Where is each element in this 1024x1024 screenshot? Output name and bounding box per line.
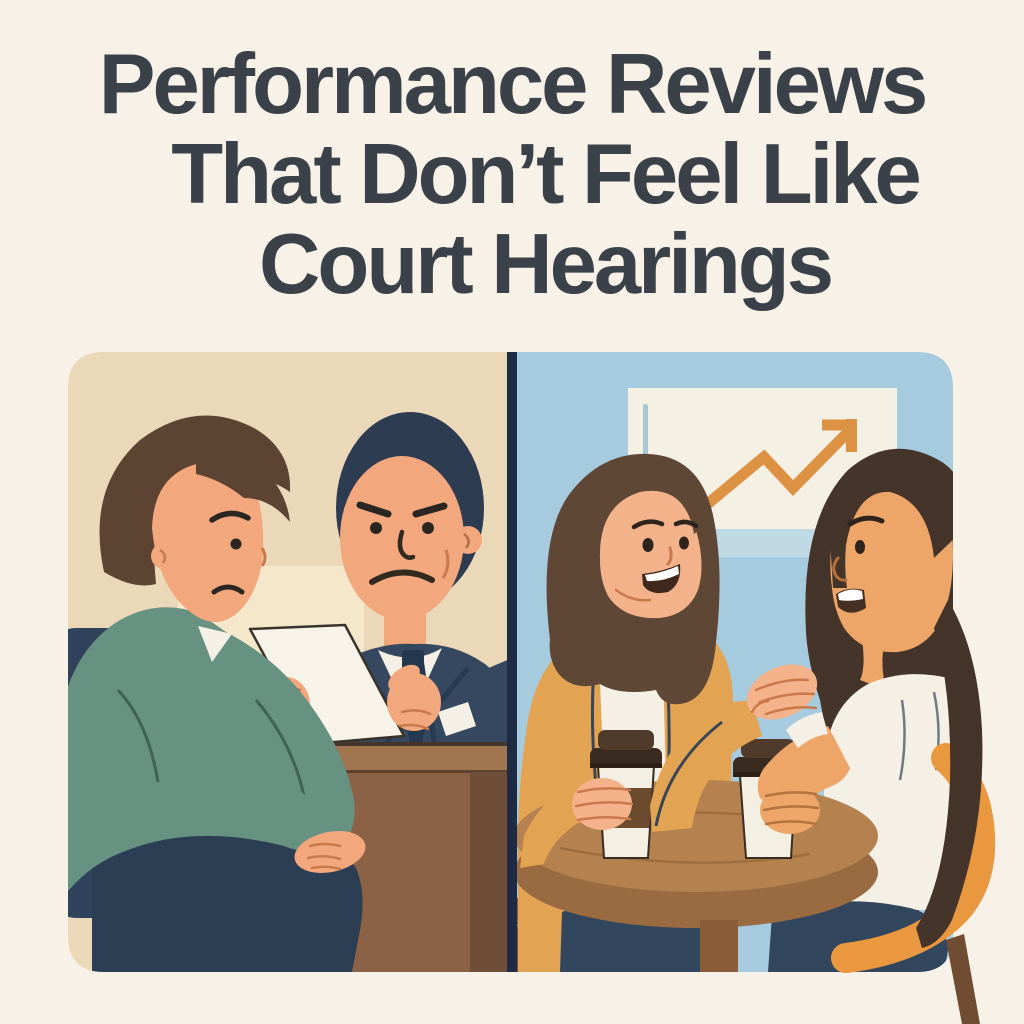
colleague-right-cup-hand xyxy=(757,712,850,834)
chair-leg xyxy=(946,934,980,1024)
employee-face xyxy=(152,461,264,623)
page-title: Performance Reviews That Don’t Feel Like… xyxy=(0,40,1024,310)
title-line-1: Performance Reviews xyxy=(98,37,929,132)
employee-frown xyxy=(211,584,245,595)
chart-arrowhead xyxy=(822,419,857,452)
gesture-hand xyxy=(746,664,818,720)
hair-overflow xyxy=(916,600,983,948)
manager-brow-left xyxy=(356,501,392,518)
chart-axis xyxy=(643,404,648,466)
employee-pants xyxy=(92,824,363,972)
frame-break-elements xyxy=(831,600,996,1024)
employee-hand xyxy=(294,831,366,873)
employee-hair xyxy=(99,415,291,586)
title-line-2: That Don’t Feel Like xyxy=(171,127,922,222)
employee-sweater xyxy=(68,607,355,908)
colleague-left-cup-hand xyxy=(520,778,634,868)
manager-brow-right xyxy=(412,502,448,518)
colleague-left-gesture-arm xyxy=(650,664,818,832)
panel-divider xyxy=(507,352,517,972)
employee-worried-brow xyxy=(209,510,251,523)
colleague-right-figure xyxy=(805,448,953,913)
title-line-3: Court Hearings xyxy=(259,217,834,312)
employee-figure xyxy=(68,415,366,972)
manager-frown xyxy=(369,569,435,585)
right-panel-coffee-chat xyxy=(512,352,953,972)
left-panel-formal-review xyxy=(68,352,512,972)
